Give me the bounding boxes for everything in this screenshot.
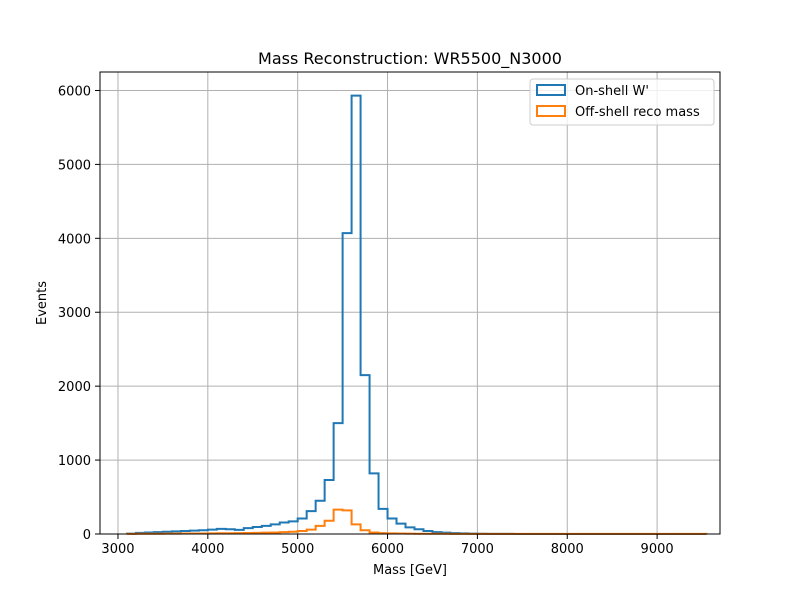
y-tick-label: 1000 xyxy=(58,454,91,469)
histogram-bin xyxy=(334,510,343,534)
y-tick-label: 6000 xyxy=(58,84,91,99)
x-tick-label: 6000 xyxy=(371,542,404,557)
y-axis-title: Events xyxy=(35,281,50,325)
histogram-bin xyxy=(352,96,361,534)
histogram-bin xyxy=(316,526,325,534)
y-tick-label: 3000 xyxy=(58,306,91,321)
chart-title: Mass Reconstruction: WR5500_N3000 xyxy=(258,49,562,69)
x-tick-label: 4000 xyxy=(191,542,224,557)
legend-label-off-shell: Off-shell reco mass xyxy=(575,105,700,120)
y-tick-label: 0 xyxy=(83,528,91,543)
histogram-bin xyxy=(307,530,316,534)
x-tick-label: 3000 xyxy=(101,542,134,557)
axis-ticks: 3000 4000 5000 6000 7000 8000 9000 0 1000 2000 300… xyxy=(58,84,674,557)
y-tick-label: 4000 xyxy=(58,232,91,247)
histogram-bin xyxy=(325,521,334,534)
histogram-bin xyxy=(388,518,397,534)
x-tick-label: 8000 xyxy=(551,542,584,557)
histogram-bin xyxy=(379,509,388,534)
histogram-bin xyxy=(343,510,352,534)
legend-box xyxy=(529,78,715,126)
histogram-bin xyxy=(397,524,406,534)
x-tick-label: 5000 xyxy=(281,542,314,557)
histogram-bin xyxy=(352,524,361,534)
legend-swatch-off-shell xyxy=(536,105,566,117)
y-tick-label: 5000 xyxy=(58,158,91,173)
histogram-bin xyxy=(361,375,370,534)
y-tick-label: 2000 xyxy=(58,380,91,395)
histogram-bin xyxy=(370,473,379,534)
x-tick-label: 7000 xyxy=(461,542,494,557)
legend-label-on-shell: On-shell W' xyxy=(575,84,649,99)
x-axis-title: Mass [GeV] xyxy=(373,563,447,578)
x-tick-label: 9000 xyxy=(641,542,674,557)
legend: On-shell W' Off-shell reco mass xyxy=(529,78,715,126)
legend-swatch-on-shell xyxy=(536,84,566,96)
plot-frame xyxy=(99,71,721,535)
histogram-bin xyxy=(361,530,370,534)
histogram-bin xyxy=(343,233,352,534)
